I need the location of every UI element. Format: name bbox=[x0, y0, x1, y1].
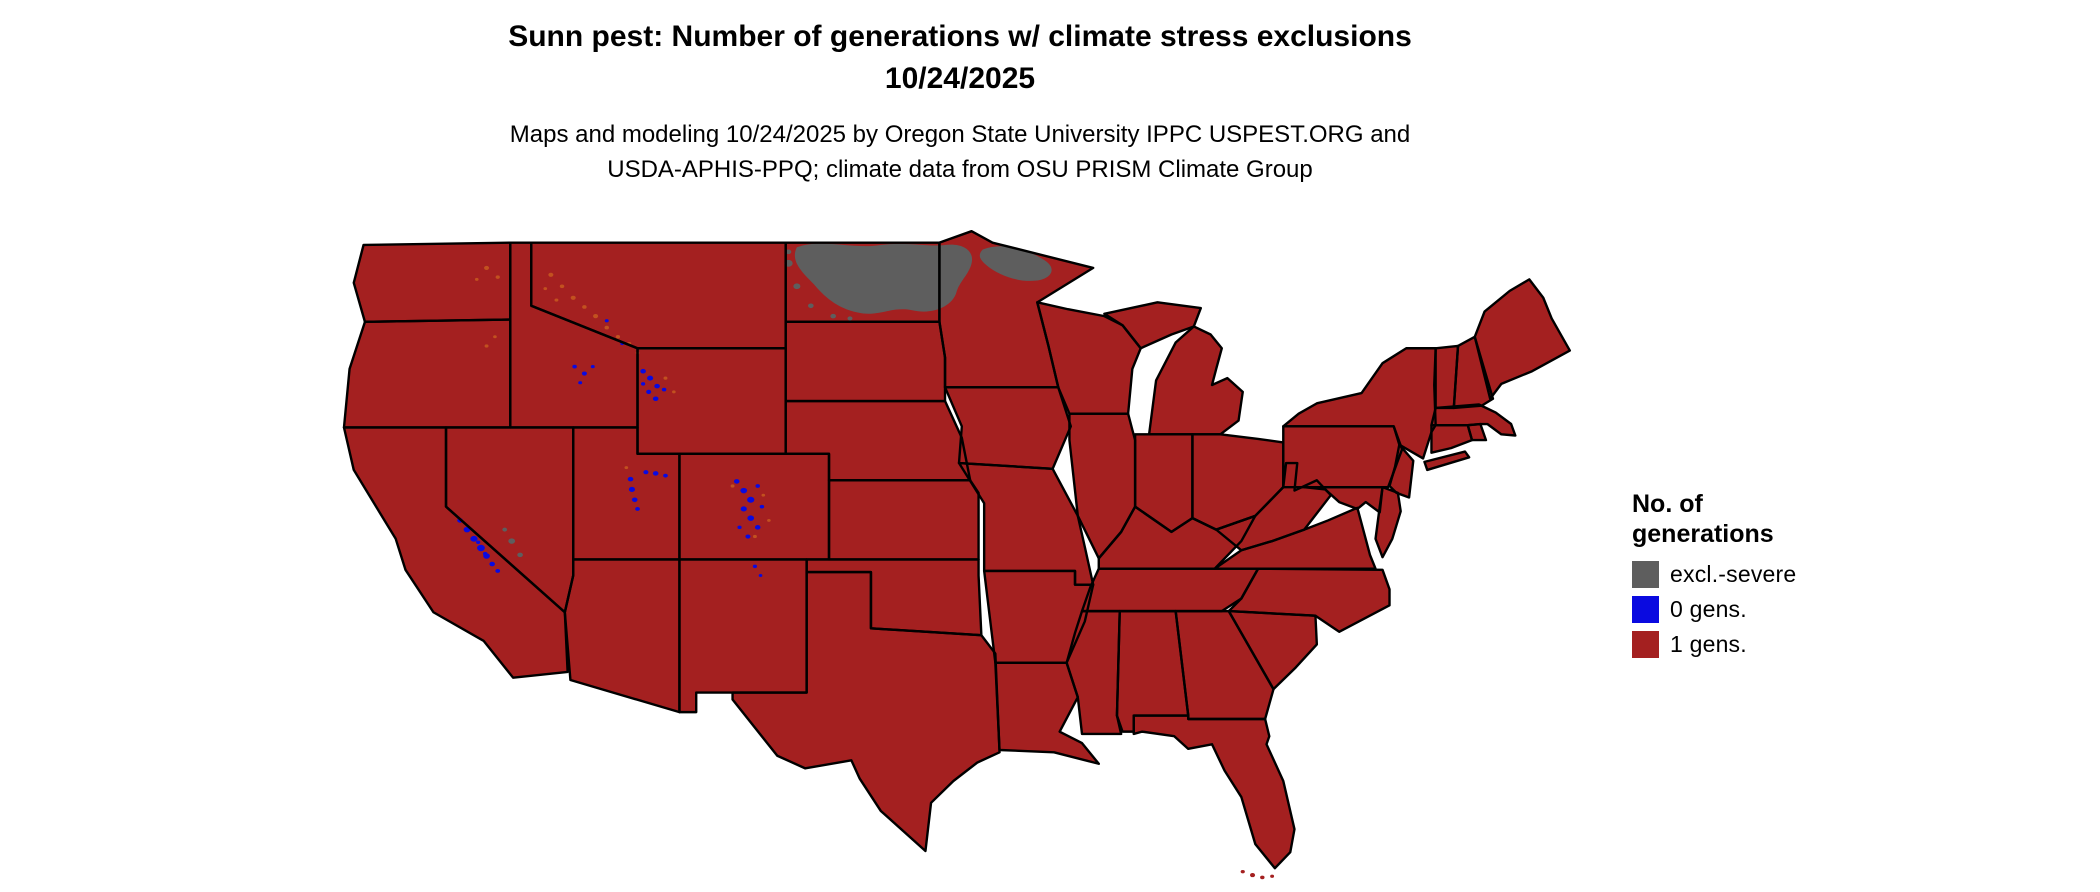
legend-item-one-gen: 1 gens. bbox=[1632, 631, 1796, 658]
state-pennsylvania bbox=[1283, 426, 1403, 488]
legend-swatch-zero-gens bbox=[1632, 596, 1659, 623]
legend-label-zero-gens: 0 gens. bbox=[1670, 596, 1747, 622]
header: Sunn pest: Number of generations w/ clim… bbox=[240, 16, 1680, 188]
legend-item-excl-severe: excl.-severe bbox=[1632, 561, 1796, 588]
state-oregon bbox=[343, 319, 511, 428]
map-legend: No. of generations excl.-severe 0 gens. … bbox=[1632, 490, 1796, 658]
legend-item-zero-gens: 0 gens. bbox=[1632, 596, 1796, 623]
title-line1: Sunn pest: Number of generations w/ clim… bbox=[508, 20, 1412, 53]
state-arizona bbox=[564, 559, 680, 713]
legend-title: No. of generations bbox=[1632, 490, 1796, 549]
florida-keys bbox=[1240, 869, 1275, 880]
legend-swatch-one-gen bbox=[1632, 631, 1659, 658]
subtitle-line1: Maps and modeling 10/24/2025 by Oregon S… bbox=[509, 121, 1411, 148]
subtitle-line2: USDA-APHIS-PPQ; climate data from OSU PR… bbox=[607, 155, 1313, 183]
zero-generations-patches bbox=[457, 319, 765, 578]
excl-severe-blob-north-dakota bbox=[794, 243, 973, 314]
title-line2: 10/24/2025 bbox=[884, 62, 1036, 95]
state-kansas bbox=[829, 480, 979, 560]
us-map bbox=[342, 229, 1572, 880]
state-maine bbox=[1474, 279, 1570, 399]
legend-swatch-excl-severe bbox=[1632, 561, 1659, 588]
state-florida bbox=[1133, 715, 1295, 869]
legend-label-one-gen: 1 gens. bbox=[1670, 631, 1747, 657]
state-washington bbox=[353, 242, 511, 322]
state-wyoming bbox=[637, 348, 786, 454]
state-new-mexico bbox=[679, 559, 807, 713]
state-colorado bbox=[679, 453, 830, 560]
map-overlays bbox=[457, 243, 1275, 880]
legend-title-line2: generations bbox=[1632, 519, 1774, 548]
map-area bbox=[330, 222, 1588, 882]
map-title: Sunn pest: Number of generations w/ clim… bbox=[240, 16, 1680, 100]
state-iowa bbox=[945, 387, 1071, 469]
state-south-dakota bbox=[785, 321, 946, 402]
legend-label-excl-severe: excl.-severe bbox=[1670, 561, 1797, 587]
map-subtitle: Maps and modeling 10/24/2025 by Oregon S… bbox=[240, 118, 1680, 188]
legend-title-line1: No. of bbox=[1632, 490, 1703, 518]
terrain-speckles bbox=[474, 265, 771, 539]
excl-severe-blob-minnesota bbox=[979, 246, 1052, 281]
severe-exclusion-region bbox=[502, 243, 1052, 558]
